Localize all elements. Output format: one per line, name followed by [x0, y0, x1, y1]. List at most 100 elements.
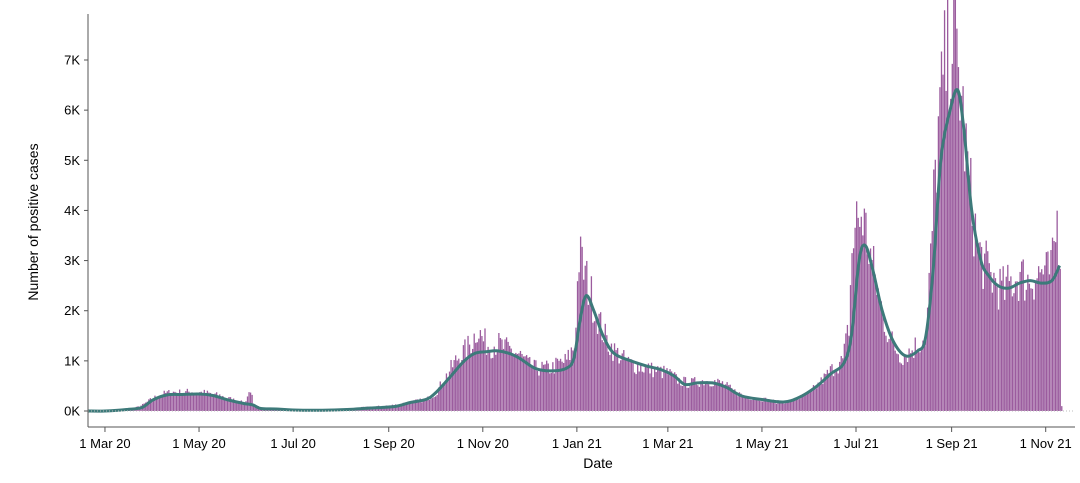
daily-bar [515, 352, 517, 411]
daily-bar [943, 10, 946, 412]
daily-bar [542, 364, 545, 411]
daily-bar [455, 355, 457, 411]
daily-bar [809, 389, 812, 411]
daily-bar [220, 397, 222, 411]
daily-bar [447, 377, 449, 411]
daily-bar [683, 376, 685, 411]
daily-bar [1045, 252, 1048, 411]
daily-bar [982, 288, 984, 411]
daily-bar [795, 399, 798, 411]
daily-bar [942, 74, 944, 412]
daily-bar [242, 403, 244, 411]
daily-bar [658, 368, 660, 411]
daily-bar [228, 396, 230, 411]
daily-bar [993, 272, 995, 411]
daily-bar [967, 151, 969, 411]
daily-bar [197, 393, 199, 411]
daily-bar [908, 348, 910, 411]
daily-bar [1041, 269, 1043, 411]
daily-bar [894, 350, 896, 411]
y-tick-label: 1K [64, 353, 80, 368]
daily-bar [627, 356, 630, 411]
daily-bar [808, 391, 810, 411]
daily-bar [797, 399, 799, 411]
daily-bar [603, 342, 605, 411]
daily-bar [194, 392, 196, 411]
daily-bar [766, 401, 768, 411]
daily-bar [748, 399, 750, 411]
daily-bar [893, 342, 895, 411]
daily-bar [421, 402, 423, 411]
daily-bar [620, 360, 622, 411]
daily-bar [957, 67, 960, 411]
daily-bar [192, 393, 195, 411]
daily-bar [1033, 299, 1035, 411]
daily-bar [724, 384, 727, 411]
daily-bar [968, 175, 970, 411]
daily-bar [162, 395, 164, 411]
daily-bar [536, 370, 539, 411]
daily-bar [783, 403, 785, 411]
daily-bar [505, 337, 508, 411]
daily-bar [965, 123, 967, 412]
daily-bar [877, 288, 879, 411]
daily-bar [657, 366, 659, 411]
y-tick-label: 4K [64, 203, 80, 218]
daily-bar [906, 362, 909, 411]
daily-bar [781, 402, 784, 411]
daily-bar [621, 353, 623, 411]
daily-bar [618, 363, 620, 411]
daily-bar [573, 348, 576, 411]
daily-bar [640, 365, 642, 411]
daily-bar [674, 372, 676, 411]
daily-bar [760, 401, 762, 411]
daily-bar [570, 347, 573, 411]
daily-bar [444, 382, 446, 411]
daily-bar [590, 276, 593, 411]
daily-bar [914, 337, 916, 411]
daily-bar [920, 348, 923, 411]
daily-bar [424, 399, 426, 411]
daily-bar [811, 388, 813, 411]
daily-bar [253, 404, 255, 411]
daily-bar [885, 335, 887, 411]
daily-bar [896, 353, 898, 411]
daily-bar [217, 396, 219, 411]
daily-bar [1005, 276, 1007, 411]
daily-bar [812, 385, 815, 411]
daily-bar [191, 392, 193, 411]
daily-bar [738, 392, 741, 411]
daily-bar [933, 169, 935, 411]
daily-bar [840, 356, 842, 411]
daily-bar [562, 362, 565, 411]
daily-bar [771, 401, 773, 411]
daily-bar [402, 402, 404, 411]
daily-bar [737, 396, 739, 411]
daily-bar [652, 377, 654, 411]
daily-bar [148, 399, 150, 411]
daily-bar [165, 392, 167, 411]
daily-bar [397, 404, 400, 411]
daily-bar [527, 357, 529, 411]
daily-bar [876, 294, 878, 411]
daily-bar [467, 335, 469, 411]
daily-bar [980, 246, 983, 411]
daily-bar [556, 358, 559, 411]
daily-bar [478, 338, 480, 411]
daily-bar [158, 396, 161, 411]
daily-bar [225, 398, 227, 411]
daily-bar [583, 279, 585, 411]
x-tick-label: 1 Jan 21 [552, 436, 602, 451]
daily-bar [1004, 299, 1006, 411]
daily-bar [687, 387, 690, 411]
daily-bar [254, 404, 256, 411]
daily-bar [1056, 210, 1058, 411]
daily-bar [438, 387, 440, 411]
daily-bar [185, 391, 187, 411]
x-tick-label: 1 Nov 20 [457, 436, 509, 451]
daily-bar [414, 399, 417, 411]
daily-bar [905, 356, 907, 411]
daily-bar [991, 292, 994, 411]
daily-bar [694, 377, 696, 411]
daily-bar [635, 374, 637, 411]
